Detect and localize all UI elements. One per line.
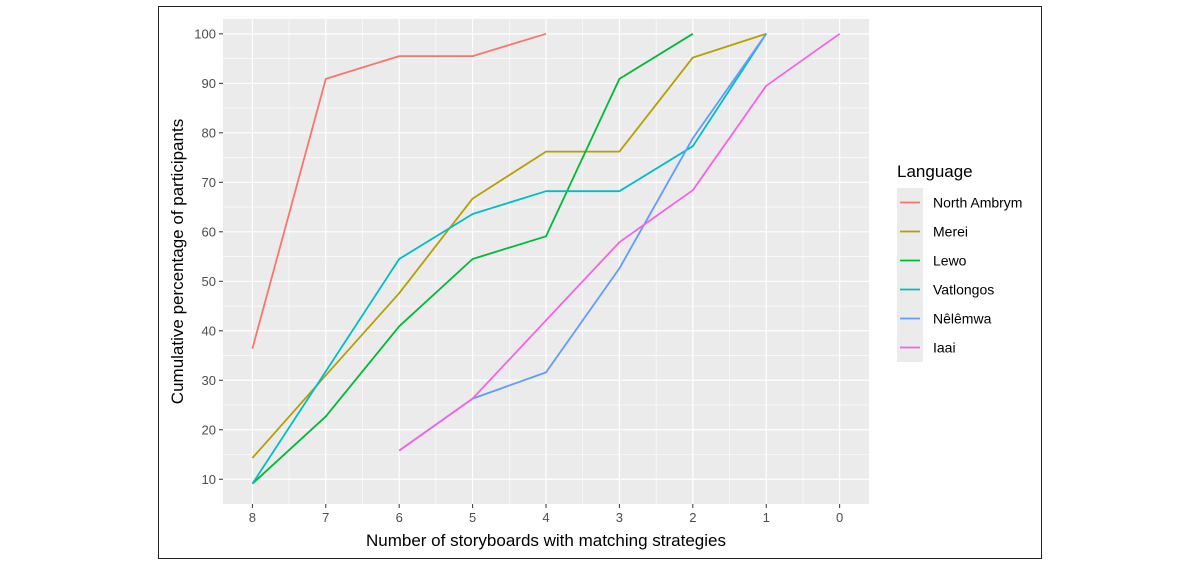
x-tick-label: 0 (836, 510, 843, 525)
legend-label: Lewo (933, 253, 967, 269)
legend-label: Nêlêmwa (933, 311, 992, 327)
x-tick-label: 8 (249, 510, 256, 525)
legend-label: Iaai (933, 340, 956, 356)
legend-label: Merei (933, 224, 968, 240)
legend-title: Language (897, 162, 973, 181)
y-tick-label: 80 (202, 125, 216, 140)
series-line-lewo (251, 33, 694, 485)
series-line-vatlongos (251, 33, 767, 485)
legend-label: Vatlongos (933, 282, 994, 298)
y-tick-label: 60 (202, 224, 216, 239)
series-lines (251, 32, 841, 485)
y-tick-label: 70 (202, 175, 216, 190)
y-tick-label: 10 (202, 472, 216, 487)
x-tick-label: 3 (616, 510, 623, 525)
y-tick-label: 20 (202, 422, 216, 437)
y-tick-label: 50 (202, 274, 216, 289)
x-tick-label: 6 (396, 510, 403, 525)
series-line-merei (251, 32, 767, 459)
y-tick-label: 100 (194, 26, 216, 41)
x-tick-label: 2 (689, 510, 696, 525)
series-line-north-ambrym (251, 32, 547, 349)
y-axis: 10 20 30 40 50 60 70 80 90 100 (194, 26, 223, 487)
x-axis: 8 7 6 5 4 3 2 1 0 (249, 504, 843, 525)
x-tick-label: 1 (763, 510, 770, 525)
major-gridlines (223, 19, 869, 504)
y-axis-title: Cumulative percentage of participants (168, 119, 187, 404)
y-tick-label: 40 (202, 323, 216, 338)
series-line-iaai (398, 33, 841, 452)
legend: Language North Ambrym Merei Lewo Vatlongos N… (897, 162, 1022, 362)
x-tick-label: 5 (469, 510, 476, 525)
legend-label: North Ambrym (933, 195, 1022, 211)
x-tick-label: 7 (322, 510, 329, 525)
x-axis-title: Number of storyboards with matching stra… (366, 531, 726, 550)
y-tick-label: 30 (202, 373, 216, 388)
x-tick-label: 4 (542, 510, 549, 525)
y-tick-label: 90 (202, 76, 216, 91)
